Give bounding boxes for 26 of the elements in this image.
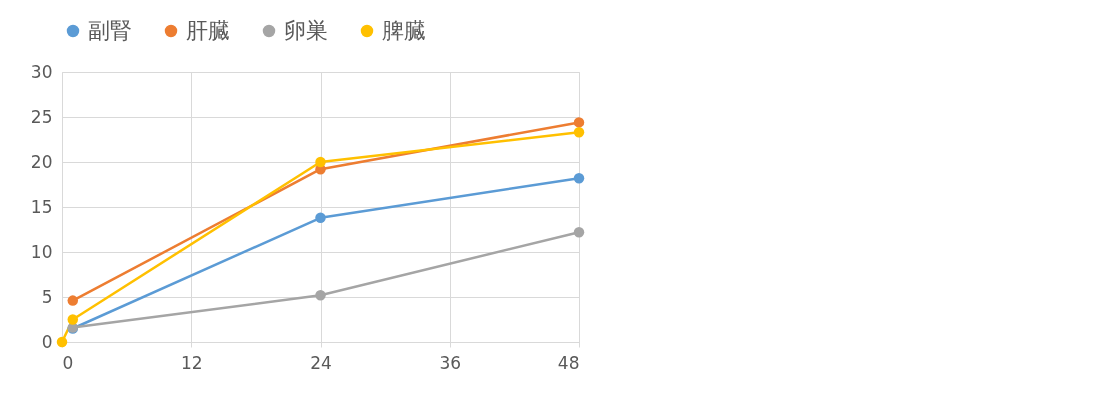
y-tick-label: 15 [30, 196, 53, 217]
legend-label: 肝臓 [186, 18, 230, 43]
y-tick-label: 10 [30, 241, 53, 262]
legend-label: 脾臓 [382, 18, 426, 43]
point [315, 289, 326, 301]
x-tick-label: 48 [557, 352, 580, 373]
y-tick-label: 5 [41, 286, 53, 307]
point [67, 295, 79, 306]
point [56, 336, 68, 348]
y-tick-label: 25 [30, 106, 53, 127]
legend-label: 副腎 [88, 18, 132, 43]
x-tick-label: 24 [310, 352, 332, 373]
x-tick-label: 36 [439, 352, 462, 373]
x-tick-label: 12 [180, 352, 203, 373]
x-tick-label: 0 [62, 352, 74, 373]
point [315, 156, 326, 168]
point [573, 117, 585, 128]
point [315, 212, 326, 224]
point [67, 314, 79, 325]
legend-label: 卵巣 [284, 18, 328, 43]
y-tick-label: 0 [41, 331, 53, 352]
point [573, 226, 585, 238]
point [573, 127, 585, 138]
y-tick-label: 20 [30, 151, 53, 172]
y-tick-label: 30 [30, 61, 53, 82]
point [573, 172, 585, 184]
